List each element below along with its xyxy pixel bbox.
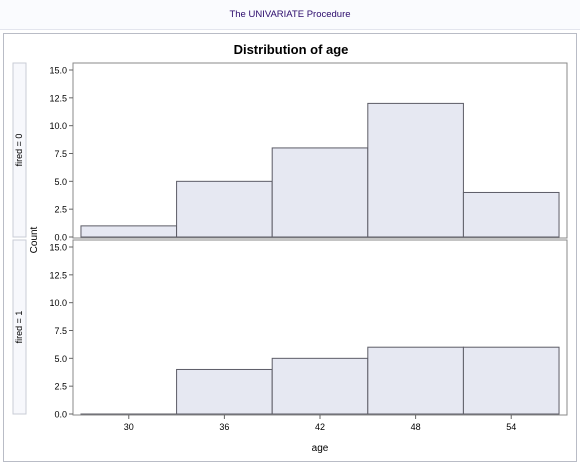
histogram-bar [176,180,273,238]
y-tick-label: 7.5 [54,149,67,159]
panel-label-0: fired = 0 [14,134,24,167]
histogram-bar [462,191,560,238]
y-tick-label: 15.0 [49,243,67,253]
x-tick-label: 42 [315,422,325,432]
histogram-bar [367,102,464,238]
y-tick-label: 15.0 [49,66,67,76]
chart-title: Distribution of age [234,42,349,57]
procedure-header: The UNIVARIATE Procedure [0,0,580,30]
histogram-bar [271,357,369,415]
y-tick-label: 7.5 [54,326,67,336]
y-tick-label: 10.0 [49,121,67,131]
x-axis-label: age [312,443,329,454]
y-tick-label: 12.5 [49,270,67,280]
histogram-bar [176,368,273,415]
histogram-bar [271,147,369,238]
x-tick-label: 54 [506,422,516,432]
y-tick-label: 0.0 [54,410,67,420]
panel-strip-1: fired = 1 [12,239,27,415]
y-tick-label: 10.0 [49,298,67,308]
x-tick-label: 48 [411,422,421,432]
histogram-bar [80,225,178,238]
histogram-bar [462,346,560,415]
y-tick-label: 5.0 [54,177,67,187]
y-tick-label: 12.5 [49,93,67,103]
y-tick-label: 0.0 [54,233,67,243]
procedure-title: The UNIVARIATE Procedure [229,9,351,20]
x-tick-label: 36 [219,422,229,432]
histogram-bar [367,346,464,415]
y-tick-label: 2.5 [54,382,67,392]
panel-strip-0: fired = 0 [12,62,27,238]
panel-label-1: fired = 1 [14,311,24,344]
y-tick-label: 5.0 [54,354,67,364]
y-tick-label: 2.5 [54,205,67,215]
y-axis-label: Count [29,226,40,253]
x-tick-label: 30 [124,422,134,432]
